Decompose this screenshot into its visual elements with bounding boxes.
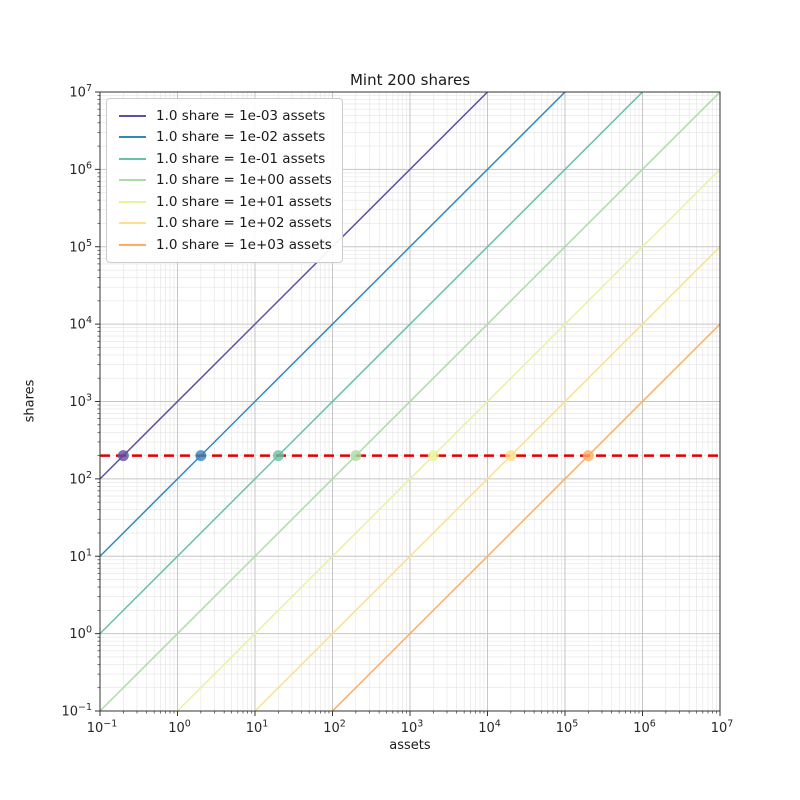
legend-item-4: 1.0 share = 1e+01 assets xyxy=(115,191,332,213)
x-tick-label-1e4: 104 xyxy=(478,719,501,737)
chart-title: Mint 200 shares xyxy=(349,71,471,89)
mint-point-100 xyxy=(505,450,517,462)
rate-line-1 xyxy=(99,91,721,712)
mint-point-1000 xyxy=(582,450,594,462)
y-tick-label-1e7: 107 xyxy=(69,83,92,101)
y-tick-label-1e3: 103 xyxy=(69,393,92,411)
mint-point-1 xyxy=(350,450,362,462)
legend-label: 1.0 share = 1e+02 assets xyxy=(156,215,332,232)
y-tick-labels: 10−1 100 101 102 103 104 105 106 107 xyxy=(61,83,92,720)
y-tick-label-1e0: 100 xyxy=(69,625,92,643)
legend: 1.0 share = 1e-03 assets 1.0 share = 1e-0… xyxy=(106,98,343,263)
y-tick-label-1e1: 101 xyxy=(69,547,92,565)
legend-swatch-icon xyxy=(119,157,146,160)
rate-line-10 xyxy=(176,168,721,712)
x-tick-label-1e-1: 10−1 xyxy=(87,719,118,737)
legend-label: 1.0 share = 1e-02 assets xyxy=(156,129,326,146)
axis-ticks xyxy=(95,91,721,716)
legend-item-0: 1.0 share = 1e-03 assets xyxy=(115,105,332,127)
legend-swatch-icon xyxy=(119,136,146,139)
legend-swatch-icon xyxy=(119,243,146,246)
mint-point-0.01 xyxy=(195,450,207,462)
legend-swatch-icon xyxy=(119,222,146,225)
rate-line-0.001 xyxy=(99,91,489,480)
legend-swatch-icon xyxy=(119,179,146,182)
x-tick-label-1e0: 100 xyxy=(168,719,191,737)
y-tick-label-1e-1: 10−1 xyxy=(61,702,92,720)
mint-point-10 xyxy=(427,450,439,462)
rate-line-100 xyxy=(254,246,721,712)
mint-points xyxy=(117,450,594,462)
rate-line-0.01 xyxy=(99,91,566,557)
mint-point-0.1 xyxy=(272,450,284,462)
y-axis-label: shares xyxy=(22,379,38,423)
series-lines xyxy=(99,91,721,712)
rate-line-0.1 xyxy=(99,91,644,635)
legend-label: 1.0 share = 1e+03 assets xyxy=(156,236,332,253)
legend-item-5: 1.0 share = 1e+02 assets xyxy=(115,213,332,235)
x-tick-label-1e6: 106 xyxy=(633,719,656,737)
mint-point-0.001 xyxy=(117,450,129,462)
x-tick-label-1e2: 102 xyxy=(323,719,346,737)
legend-item-6: 1.0 share = 1e+03 assets xyxy=(115,234,332,256)
x-tick-label-1e7: 107 xyxy=(711,719,734,737)
legend-swatch-icon xyxy=(119,200,146,203)
y-tick-label-1e6: 106 xyxy=(69,160,92,178)
legend-label: 1.0 share = 1e-01 assets xyxy=(156,150,326,167)
legend-item-2: 1.0 share = 1e-01 assets xyxy=(115,148,332,170)
y-tick-label-1e4: 104 xyxy=(69,315,92,333)
legend-label: 1.0 share = 1e+00 assets xyxy=(156,172,332,189)
legend-label: 1.0 share = 1e+01 assets xyxy=(156,193,332,210)
legend-item-3: 1.0 share = 1e+00 assets xyxy=(115,170,332,192)
x-tick-labels: 10−1 100 101 102 103 104 105 106 107 xyxy=(87,719,734,737)
x-axis-label: assets xyxy=(389,738,431,753)
x-tick-label-1e3: 103 xyxy=(401,719,424,737)
legend-item-1: 1.0 share = 1e-02 assets xyxy=(115,127,332,149)
y-tick-label-1e2: 102 xyxy=(69,470,92,488)
y-tick-label-1e5: 105 xyxy=(69,238,92,256)
legend-swatch-icon xyxy=(119,114,146,117)
legend-label: 1.0 share = 1e-03 assets xyxy=(156,107,326,124)
x-tick-label-1e5: 105 xyxy=(556,719,579,737)
x-tick-label-1e1: 101 xyxy=(246,719,269,737)
rate-line-1000 xyxy=(331,323,721,712)
